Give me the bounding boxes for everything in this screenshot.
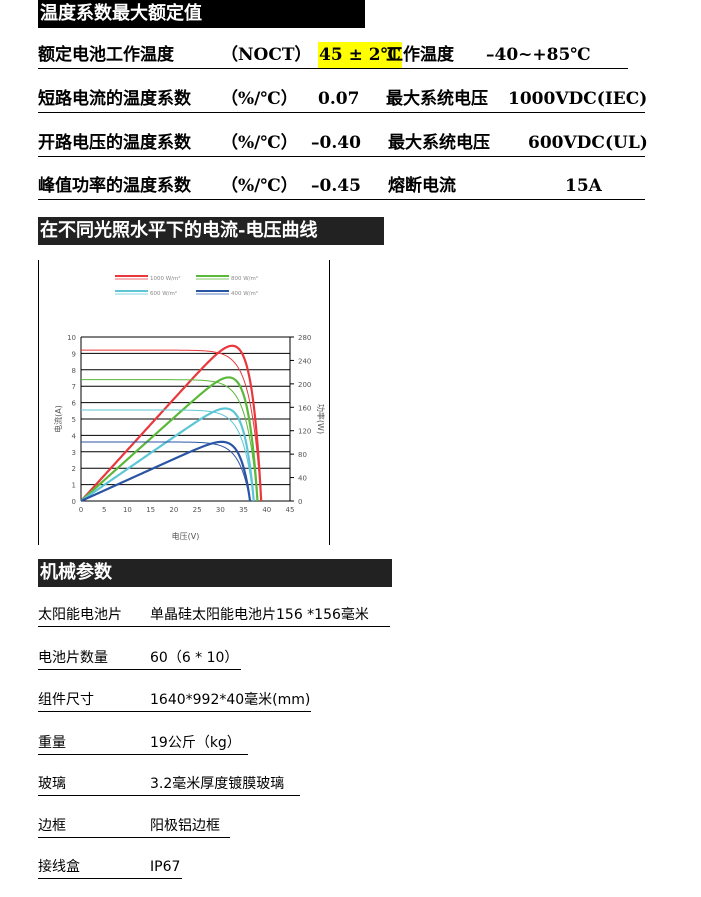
row-label: 太阳能电池片 (38, 607, 122, 623)
y-tick-label: 5 (72, 416, 76, 424)
y-tick-label: 9 (72, 350, 76, 358)
row-label: 组件尺寸 (38, 692, 94, 708)
x-tick-label: 45 (286, 506, 295, 514)
row-value: 0.07 (318, 89, 360, 109)
iv-curve-3 (81, 441, 251, 502)
x-tick-label: 40 (262, 506, 271, 514)
y-tick-label: 8 (72, 367, 76, 375)
temperature-row: 开路电压的温度系数 （%/℃） –0.40 最大系统电压 600VDC(UL) (38, 130, 648, 157)
legend-label: 400 W/m² (231, 290, 258, 297)
row-label: 重量 (38, 735, 66, 751)
x-tick-label: 5 (102, 506, 106, 514)
x-tick-label: 15 (146, 506, 155, 514)
y2-tick-label: 280 (298, 334, 311, 342)
row-unit: （%/℃） (221, 176, 298, 196)
y-tick-label: 0 (72, 498, 76, 506)
mechanical-row: 边框 阳极铝边框 (38, 815, 230, 838)
y2-axis-label: 功率(W) (316, 404, 326, 434)
section-header-mechanical: 机械参数 (38, 559, 392, 587)
y-tick-label: 4 (72, 432, 77, 440)
row-value2: –40~+85℃ (486, 45, 591, 65)
y2-tick-label: 200 (298, 381, 311, 389)
y2-tick-label: 40 (298, 475, 307, 483)
row-value: 单晶硅太阳能电池片156 *156毫米 (150, 607, 369, 623)
temperature-row: 额定电池工作温度 （NOCT） 45 ± 2℃ 工作温度 –40~+85℃ (38, 42, 628, 69)
pv-curve-0 (80, 344, 263, 502)
row-label: 峰值功率的温度系数 (38, 176, 191, 196)
row-value: 60（6 * 10） (150, 650, 239, 666)
temperature-row: 短路电流的温度系数 （%/℃） 0.07 最大系统电压 1000VDC(IEC) (38, 86, 648, 113)
row-value2: 600VDC(UL) (528, 133, 648, 153)
row-label: 短路电流的温度系数 (38, 89, 191, 109)
row-label2: 熔断电流 (388, 176, 456, 196)
y2-tick-label: 160 (298, 404, 311, 412)
x-tick-label: 35 (239, 506, 248, 514)
row-value2: 1000VDC(IEC) (508, 89, 648, 109)
x-axis-label: 电压(V) (172, 531, 200, 541)
pv-curve-3 (80, 440, 252, 503)
y-tick-label: 7 (72, 383, 76, 391)
row-value: 阳极铝边框 (150, 818, 220, 834)
mechanical-row: 太阳能电池片 单晶硅太阳能电池片156 *156毫米 (38, 604, 390, 627)
x-tick-label: 20 (169, 506, 178, 514)
section-header-iv-curve: 在不同光照水平下的电流-电压曲线 (38, 217, 384, 245)
row-label2: 最大系统电压 (386, 89, 488, 109)
x-tick-label: 10 (123, 506, 132, 514)
section-header-temperature: 温度系数最大额定值 (38, 0, 365, 28)
y2-tick-label: 240 (298, 357, 311, 365)
mechanical-row: 玻璃 3.2毫米厚度镀膜玻璃 (38, 773, 300, 796)
x-tick-label: 0 (79, 506, 83, 514)
row-value: IP67 (150, 859, 181, 875)
row-label2: 最大系统电压 (388, 133, 490, 153)
row-label: 电池片数量 (38, 650, 108, 666)
legend-label: 1000 W/m² (150, 275, 181, 282)
legend-label: 800 W/m² (231, 275, 258, 282)
row-value: 1640*992*40毫米(mm) (150, 692, 311, 708)
y-axis-label: 电流(A) (53, 405, 63, 433)
row-value: –0.45 (311, 176, 361, 196)
y2-tick-label: 0 (298, 498, 302, 506)
row-unit: （NOCT） (221, 45, 312, 65)
row-label: 额定电池工作温度 (38, 45, 174, 65)
row-label: 玻璃 (38, 776, 66, 792)
mechanical-row: 电池片数量 60（6 * 10） (38, 647, 241, 670)
y-tick-label: 10 (67, 334, 76, 342)
x-tick-label: 30 (216, 506, 225, 514)
y2-tick-label: 80 (298, 451, 307, 459)
row-value: 3.2毫米厚度镀膜玻璃 (150, 776, 285, 792)
row-unit: （%/℃） (221, 89, 298, 109)
pv-curve-1 (80, 376, 259, 502)
y-tick-label: 2 (72, 465, 76, 473)
legend-label: 600 W/m² (150, 290, 177, 297)
x-tick-label: 25 (193, 506, 202, 514)
row-label2: 工作温度 (386, 45, 454, 65)
mechanical-row: 组件尺寸 1640*992*40毫米(mm) (38, 689, 311, 712)
iv-curve-0 (81, 349, 262, 502)
row-unit: （%/℃） (221, 133, 298, 153)
row-label: 接线盒 (38, 859, 80, 875)
row-label: 开路电压的温度系数 (38, 133, 191, 153)
y-tick-label: 6 (72, 400, 77, 408)
mechanical-row: 重量 19公斤（kg） (38, 732, 248, 755)
pv-curve-2 (80, 407, 255, 502)
row-label: 边框 (38, 818, 66, 834)
row-value2: 15A (565, 176, 602, 196)
iv-curve-1 (81, 379, 258, 502)
iv-curve-chart: 0 1 2 3 4 5 6 7 8 9 10 0 40 80 120 160 200 240 280 0 5 10 15 20… (38, 260, 330, 545)
row-value: 45 ± 2℃ (318, 42, 402, 68)
y-tick-label: 1 (72, 482, 76, 490)
mechanical-row: 接线盒 IP67 (38, 856, 182, 879)
iv-curve-2 (81, 409, 255, 502)
temperature-row: 峰值功率的温度系数 （%/℃） –0.45 熔断电流 15A (38, 173, 645, 200)
y2-tick-label: 120 (298, 428, 311, 436)
row-value: –0.40 (311, 133, 361, 153)
row-value: 19公斤（kg） (150, 735, 241, 751)
y-tick-label: 3 (72, 449, 76, 457)
